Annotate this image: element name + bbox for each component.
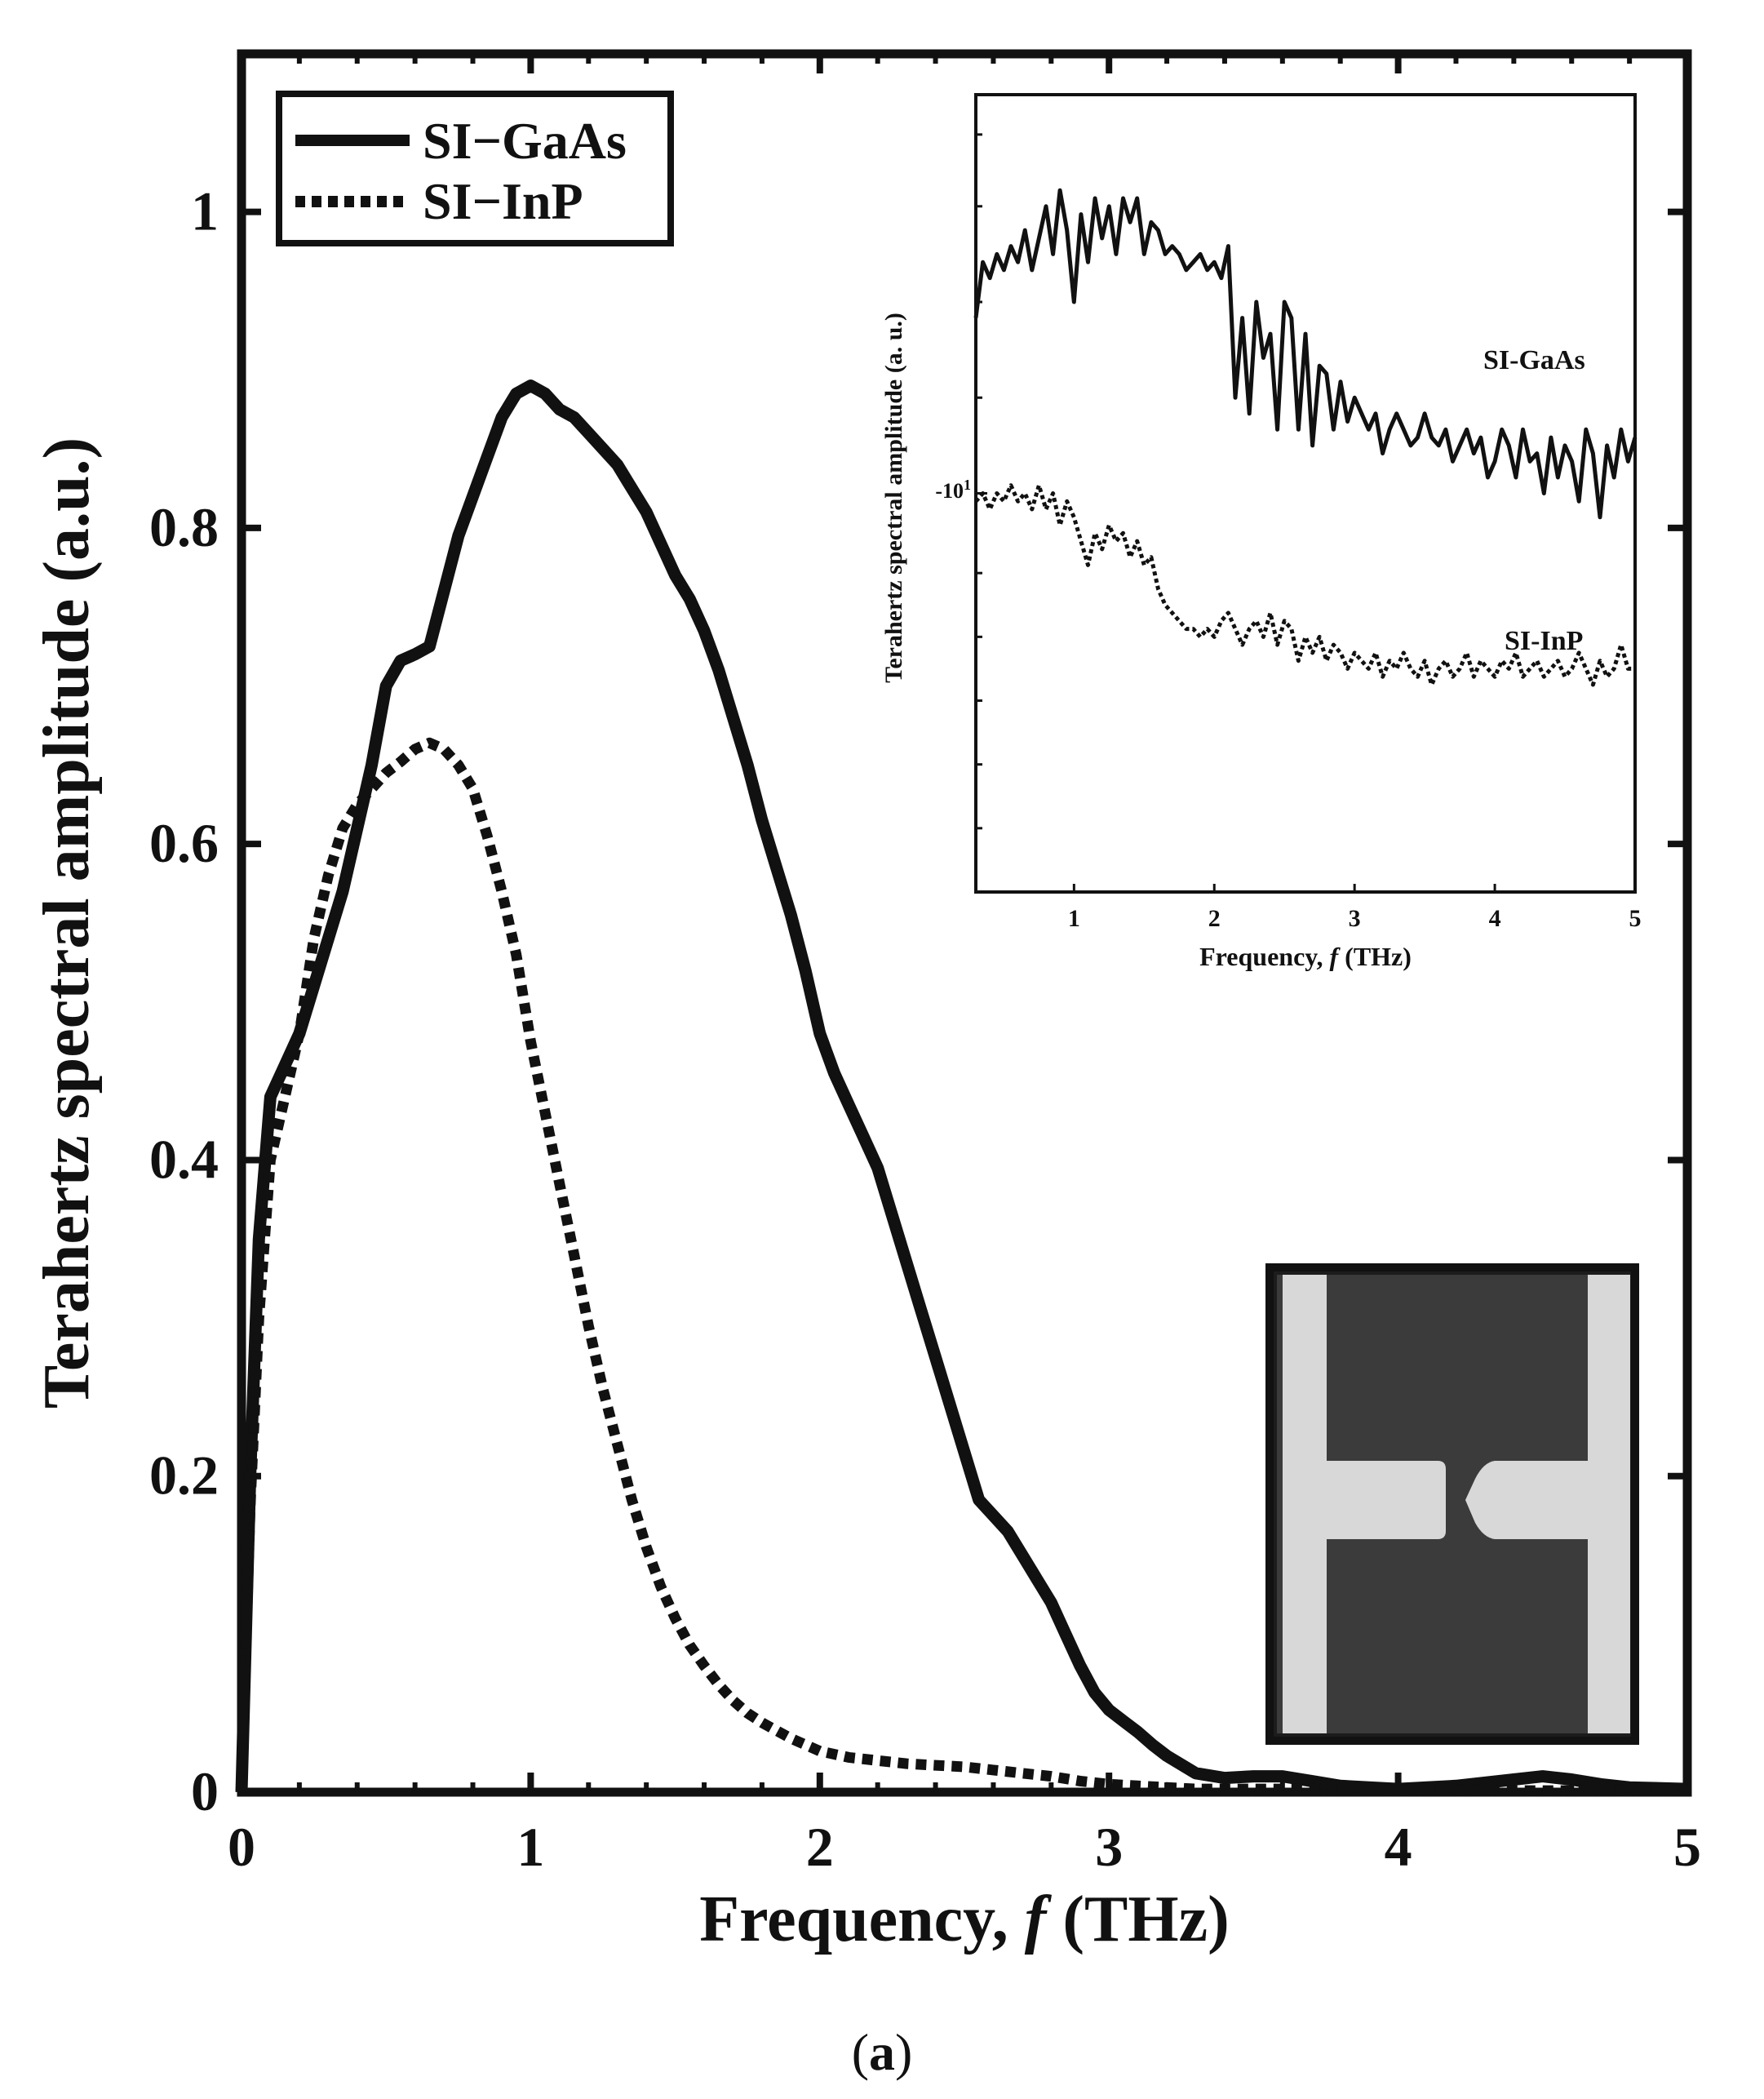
figure-caption: (a) <box>851 2023 913 2081</box>
main-y-axis-label: Terahertz spectral amplitude (a.u.) <box>31 437 103 1409</box>
x-tick-label: 0 <box>228 1816 255 1878</box>
inset-x-axis-label: Frequency, f (THz) <box>1199 942 1412 971</box>
inset-series-line-si-gaas <box>973 188 1638 520</box>
y-tick-label: 0.2 <box>149 1444 219 1507</box>
photo-right-arm <box>1465 1461 1588 1539</box>
inset-x-tick-label: 4 <box>1489 905 1501 932</box>
inset-label-inp: SI-InP <box>1505 626 1583 656</box>
y-tick-label: 0 <box>191 1760 219 1822</box>
y-tick-label: 0.4 <box>149 1128 219 1190</box>
inset-x-tick-label: 5 <box>1629 905 1642 932</box>
inset-y-tick-label: -101 <box>935 477 971 503</box>
inset-y-axis-label: Terahertz spectral amplitude (a. u.) <box>880 313 907 683</box>
photo-right-electrode <box>1588 1275 1630 1733</box>
inset-frame-background <box>976 95 1635 892</box>
inset-x-tick-label: 1 <box>1068 905 1080 932</box>
device-micrograph-image <box>1265 1263 1639 1745</box>
inset-x-tick-label: 3 <box>1349 905 1361 932</box>
x-tick-label: 4 <box>1385 1816 1412 1878</box>
series-line-si-gaas <box>235 379 1688 1795</box>
series-line-si-inp <box>236 737 1687 1796</box>
x-tick-label: 3 <box>1095 1816 1123 1878</box>
legend-label-inp: SI−InP <box>423 172 583 230</box>
inset-series <box>973 188 1638 687</box>
inset-series-line-si-inp <box>974 483 1635 687</box>
x-tick-label: 5 <box>1673 1816 1701 1878</box>
y-tick-label: 0.8 <box>149 496 219 558</box>
main-plot-frame <box>237 49 1692 1797</box>
y-tick-label: 1 <box>191 180 219 242</box>
legend-label-gaas: SI−GaAs <box>423 112 627 170</box>
main-x-ticks: 0 1 2 3 4 5 <box>228 54 1701 1878</box>
inset-x-tick-label: 2 <box>1208 905 1221 932</box>
x-tick-label: 1 <box>516 1816 544 1878</box>
legend-box <box>276 91 674 246</box>
legend: SI−GaAs SI−InP <box>276 91 674 246</box>
photo-left-arm <box>1327 1461 1446 1539</box>
photo-left-electrode <box>1283 1275 1327 1733</box>
x-tick-label: 2 <box>806 1816 834 1878</box>
y-tick-label: 0.6 <box>149 812 219 874</box>
main-series <box>235 379 1688 1796</box>
inset-plot-frame <box>974 93 1637 894</box>
inset-chart: 1 2 3 4 5 SI-GaAs SI-InP -101 Frequency, f (… <box>880 93 1642 971</box>
main-chart: 0 1 2 3 4 5 0 0.2 0.4 0.6 0.8 1 Frequency, f (THz)… <box>31 49 1701 1955</box>
inset-label-gaas: SI-GaAs <box>1483 345 1585 375</box>
main-y-ticks: 0 0.2 0.4 0.6 0.8 1 <box>149 180 1687 1822</box>
main-x-axis-label: Frequency, f (THz) <box>699 1884 1230 1955</box>
